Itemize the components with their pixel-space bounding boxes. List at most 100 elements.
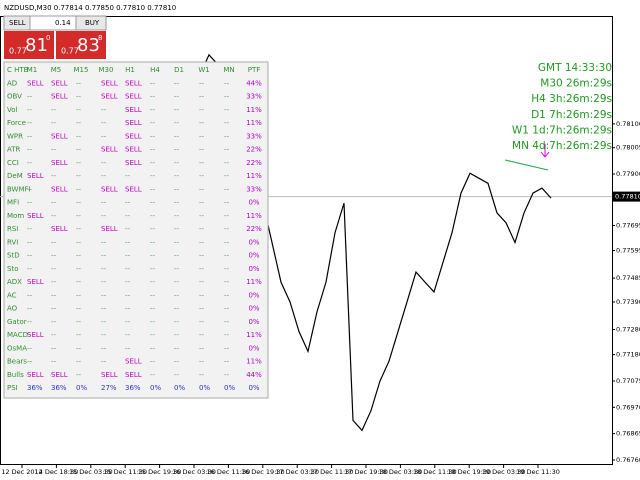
signal-cell: --: [101, 278, 107, 286]
signal-cell: --: [199, 225, 205, 233]
signal-cell: --: [224, 79, 230, 87]
signal-cell: SELL: [125, 185, 142, 193]
x-tick-label: 18 Dec 03:30: [379, 468, 423, 476]
signal-cell: 33%: [246, 93, 262, 101]
signal-cell: SELL: [125, 93, 142, 101]
signal-cell: 0%: [248, 384, 259, 392]
signal-cell: 44%: [246, 79, 262, 87]
signal-cell: 0%: [199, 384, 210, 392]
signal-cell: --: [101, 212, 107, 220]
signal-cell: --: [76, 331, 82, 339]
signal-cell: --: [150, 318, 156, 326]
signal-cell: --: [125, 172, 131, 180]
signal-cell: --: [150, 305, 156, 313]
x-tick-label: 19 Dec 11:30: [516, 468, 560, 476]
signal-cell: --: [76, 199, 82, 207]
indicator-name: Mom: [7, 212, 24, 220]
x-tick-label: 12 Dec 2014: [1, 468, 43, 476]
signal-cell: --: [150, 93, 156, 101]
signal-cell: --: [51, 199, 57, 207]
buy-price-small: 0.77: [61, 47, 79, 56]
indicator-name: OsMA: [7, 344, 27, 352]
indicator-name: DeM: [7, 172, 23, 180]
signal-cell: --: [76, 146, 82, 154]
signal-cell: 44%: [246, 371, 262, 379]
signal-cell: --: [76, 238, 82, 246]
timer: W1 1d:7h:26m:29s: [512, 124, 612, 136]
timer: H4 3h:26m:29s: [531, 93, 612, 105]
buy-price-box[interactable]: [56, 31, 106, 59]
signal-cell: --: [174, 305, 180, 313]
signal-cell: --: [174, 172, 180, 180]
buy-label: BUY: [85, 19, 100, 27]
indicator-name: MACD: [7, 331, 28, 339]
signal-cell: --: [51, 238, 57, 246]
signal-cell: 0%: [248, 305, 259, 313]
signal-cell: SELL: [27, 371, 44, 379]
signal-cell: --: [101, 265, 107, 273]
signal-cell: --: [150, 212, 156, 220]
sell-price-small: 0.77: [9, 47, 27, 56]
signal-cell: --: [174, 252, 180, 260]
signal-cell: --: [150, 172, 156, 180]
signal-cell: --: [51, 344, 57, 352]
signal-cell: --: [27, 238, 33, 246]
signal-cell: --: [224, 331, 230, 339]
signal-cell: --: [76, 305, 82, 313]
signal-cell: 0%: [248, 318, 259, 326]
signal-cell: --: [150, 252, 156, 260]
signal-cell: --: [199, 199, 205, 207]
buy-price-sup: 8: [98, 34, 102, 42]
signal-table: [3, 61, 269, 399]
signal-cell: --: [101, 344, 107, 352]
x-tick-label: 15 Dec 03:30: [69, 468, 113, 476]
indicator-name: Bulls: [7, 371, 24, 379]
signal-cell: --: [150, 291, 156, 299]
signal-cell: --: [27, 146, 33, 154]
signal-cell: --: [125, 331, 131, 339]
signal-cell: --: [150, 331, 156, 339]
signal-cell: --: [174, 278, 180, 286]
signal-cell: --: [224, 132, 230, 140]
buy-button[interactable]: [75, 15, 107, 31]
signal-cell: SELL: [27, 79, 44, 87]
signal-cell: --: [224, 146, 230, 154]
signal-cell: 36%: [51, 384, 67, 392]
signal-cell: --: [76, 371, 82, 379]
signal-cell: SELL: [51, 371, 68, 379]
signal-cell: --: [51, 172, 57, 180]
header-cell: M15: [74, 66, 89, 74]
signal-cell: --: [51, 278, 57, 286]
signal-cell: --: [224, 358, 230, 366]
signal-cell: --: [224, 159, 230, 167]
signal-cell: SELL: [51, 132, 68, 140]
signal-cell: --: [150, 358, 156, 366]
signal-cell: SELL: [101, 93, 118, 101]
signal-cell: --: [101, 305, 107, 313]
signal-cell: --: [76, 252, 82, 260]
signal-cell: --: [199, 358, 205, 366]
signal-cell: --: [224, 172, 230, 180]
signal-cell: SELL: [101, 225, 118, 233]
header-cell: C HTB: [7, 66, 29, 74]
signal-cell: --: [150, 371, 156, 379]
signal-cell: --: [174, 185, 180, 193]
signal-cell: --: [174, 238, 180, 246]
indicator-name: RSI: [7, 225, 18, 233]
signal-cell: --: [101, 331, 107, 339]
y-tick-label: 0.77485: [616, 274, 640, 282]
signal-cell: --: [174, 344, 180, 352]
signal-cell: 36%: [125, 384, 141, 392]
sell-price-box[interactable]: [4, 31, 54, 59]
signal-cell: 22%: [246, 146, 262, 154]
signal-cell: --: [76, 265, 82, 273]
signal-cell: 27%: [101, 384, 117, 392]
signal-cell: --: [224, 278, 230, 286]
signal-cell: --: [199, 278, 205, 286]
signal-cell: --: [174, 371, 180, 379]
signal-cell: --: [199, 93, 205, 101]
sell-price-sup: 0: [46, 34, 50, 42]
